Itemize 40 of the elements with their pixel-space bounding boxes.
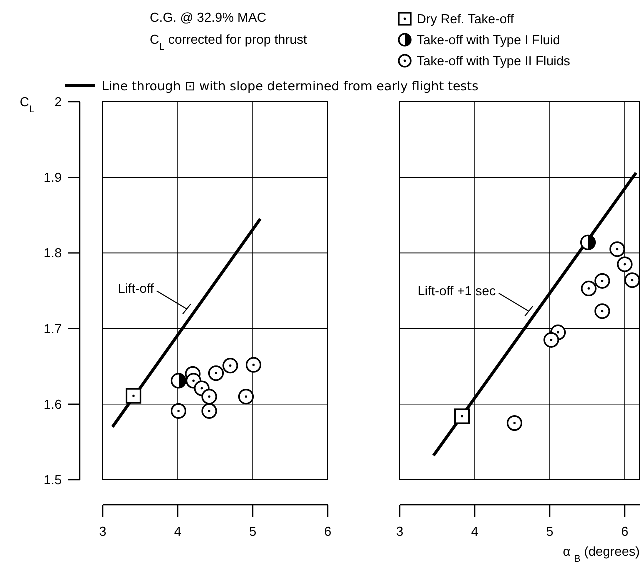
point [617, 256, 633, 272]
x-tick-label: 6 [324, 524, 332, 539]
y-tick-label: 1.7 [44, 321, 62, 336]
point [208, 366, 224, 382]
point [610, 242, 626, 258]
text: C.G. @ 32.9% MAC [150, 10, 267, 25]
point [544, 332, 560, 348]
y-tick-label: 1.9 [44, 170, 62, 186]
annotation: Lift-off +1 sec [418, 283, 496, 298]
x-tick-label: 6 [621, 524, 629, 539]
x-tick-label: 5 [249, 524, 257, 539]
text: C$_{L}$ corrected for prop thrust [150, 32, 308, 52]
point [581, 280, 597, 297]
legend-label: Take-off with Type I Fluid [417, 32, 560, 48]
x-tick-label: 3 [396, 524, 404, 539]
legend-label: Take-off with Type II Fluids [417, 54, 571, 68]
x-tick-label: 3 [99, 524, 107, 539]
point [246, 357, 262, 373]
point [506, 416, 523, 432]
x-axis-title: α $_{B}$ (degrees) [563, 544, 640, 564]
y-tick-label: 1.6 [44, 396, 62, 412]
point [594, 273, 610, 289]
annotation: Lift-off [118, 281, 154, 296]
point [454, 408, 470, 424]
point [202, 389, 218, 405]
legend-label: Dry Ref. Take-off [417, 12, 514, 26]
legend-label: Line through ⊡ with slope determined from early flight tests [102, 78, 479, 94]
y-tick-label: 1.8 [44, 246, 62, 261]
y-tick-label: 2 [54, 94, 62, 110]
point [594, 304, 610, 320]
y-tick-label: 1.5 [44, 472, 62, 488]
y-axis-title: C$_{L}$ [20, 94, 36, 115]
x-tick-label: 4 [174, 524, 182, 539]
point [126, 388, 142, 404]
point [170, 373, 187, 389]
point [170, 403, 187, 420]
point [222, 358, 238, 374]
x-tick-label: 5 [546, 524, 554, 539]
point [580, 234, 596, 250]
x-tick-label: 4 [471, 524, 479, 539]
